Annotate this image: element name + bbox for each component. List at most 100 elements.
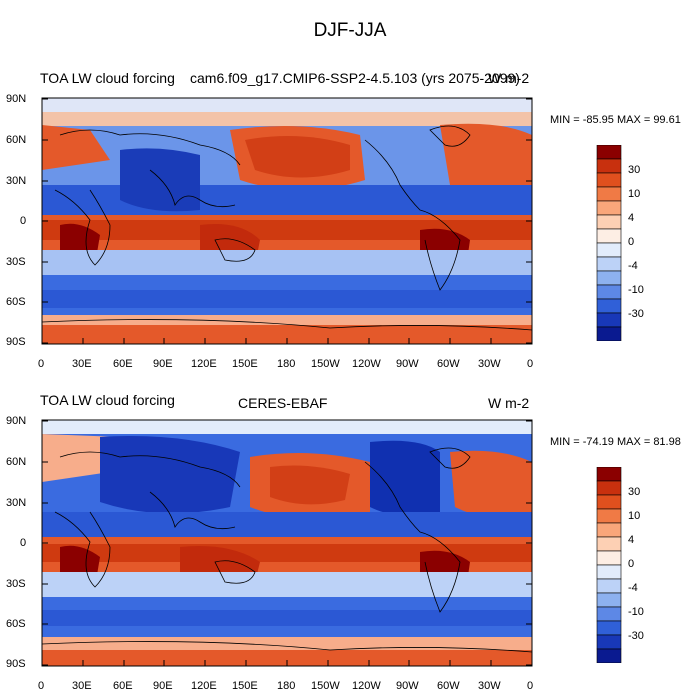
p1-lon-90e: 90E (153, 358, 173, 370)
p2-cb-10: 10 (628, 510, 641, 522)
p2-lon-120e: 120E (191, 680, 217, 692)
p1-lon-0: 0 (38, 358, 45, 370)
p2-cb-neg30: -30 (628, 630, 644, 642)
p2-cb-neg4: -4 (628, 582, 638, 594)
panel2-center-title: CERES-EBAF (238, 395, 328, 411)
p1-lat-60n: 60N (6, 134, 27, 146)
colorbar-swatch (596, 592, 622, 608)
colorbar-swatch (596, 256, 622, 272)
p1-lon-60w: 60W (437, 358, 460, 370)
panel2-left-title: TOA LW cloud forcing (40, 392, 175, 408)
p2-lat-60n: 60N (6, 456, 27, 468)
p1-cb-4: 4 (628, 212, 635, 224)
p2-cb-neg10: -10 (628, 606, 644, 618)
p1-cb-0: 0 (628, 236, 635, 248)
p1-lon-150e: 150E (232, 358, 258, 370)
p1-lat-90s: 90S (6, 336, 26, 348)
panel2-field (42, 420, 532, 666)
colorbar-swatch (596, 606, 622, 622)
colorbar-swatch (596, 564, 622, 580)
panel2-lon-ticks (41, 660, 533, 666)
colorbar-swatch (596, 550, 622, 566)
p1-lon-0-end: 0 (527, 358, 534, 370)
panel1-minmax: MIN = -85.95 MAX = 99.61 (550, 114, 681, 126)
p2-cb-30: 30 (628, 486, 641, 498)
colorbar-swatch (596, 634, 622, 650)
p1-cb-30: 30 (628, 164, 641, 176)
p1-lon-120w: 120W (352, 358, 381, 370)
panel1-left-title: TOA LW cloud forcing (40, 70, 175, 86)
p1-lon-120e: 120E (191, 358, 217, 370)
colorbar-swatch (596, 145, 622, 160)
panel2-lat-ticks (42, 420, 532, 666)
colorbar-swatch (596, 158, 622, 174)
panel1-map (41, 97, 533, 345)
p2-lat-90s: 90S (6, 658, 26, 670)
p1-cb-neg10: -10 (628, 284, 644, 296)
p2-lon-150e: 150E (232, 680, 258, 692)
p2-lat-90n: 90N (6, 415, 27, 427)
panel1-colorbar (596, 145, 622, 341)
p2-lon-180: 180 (277, 680, 296, 692)
p2-lat-60s: 60S (6, 618, 26, 630)
colorbar-swatch (596, 242, 622, 258)
colorbar-swatch (596, 298, 622, 314)
p2-lon-60e: 60E (113, 680, 133, 692)
panel2-map (41, 419, 533, 667)
p1-cb-neg30: -30 (628, 308, 644, 320)
p1-lon-30e: 30E (72, 358, 92, 370)
colorbar-swatch (596, 214, 622, 230)
p1-lon-150w: 150W (311, 358, 340, 370)
panel1-units: W m-2 (488, 70, 530, 86)
figure-title: DJF-JJA (313, 20, 387, 41)
colorbar-swatch (596, 536, 622, 552)
p1-lat-0: 0 (20, 215, 27, 227)
p2-lon-60w: 60W (437, 680, 460, 692)
p1-cb-neg4: -4 (628, 260, 638, 272)
p1-lat-90n: 90N (6, 93, 27, 105)
colorbar-swatch (596, 578, 622, 594)
colorbar-swatch (596, 172, 622, 188)
panel1-colorbar-swatches (596, 145, 622, 341)
p2-lon-90w: 90W (396, 680, 419, 692)
p1-cb-10: 10 (628, 188, 641, 200)
p2-lon-0-end: 0 (527, 680, 534, 692)
colorbar-swatch (596, 494, 622, 510)
panel2-colorbar-swatches (596, 467, 622, 663)
colorbar-swatch (596, 200, 622, 216)
p2-lon-0: 0 (38, 680, 45, 692)
panel1-center-title: cam6.f09_g17.CMIP6-SSP2-4.5.103 (yrs 207… (190, 70, 520, 86)
colorbar-swatch (596, 284, 622, 300)
colorbar-swatch (596, 522, 622, 538)
panel2-units: W m-2 (488, 395, 530, 411)
colorbar-swatch (596, 620, 622, 636)
colorbar-swatch (596, 508, 622, 524)
p2-lat-30n: 30N (6, 497, 27, 509)
p1-lon-60e: 60E (113, 358, 133, 370)
colorbar-swatch (596, 480, 622, 496)
p2-lon-30e: 30E (72, 680, 92, 692)
p1-lon-180: 180 (277, 358, 296, 370)
p2-lat-0: 0 (20, 537, 27, 549)
p1-lon-30w: 30W (478, 358, 501, 370)
colorbar-swatch (596, 326, 622, 341)
p1-lon-90w: 90W (396, 358, 419, 370)
colorbar-swatch (596, 228, 622, 244)
p2-lon-120w: 120W (352, 680, 381, 692)
panel1-field (42, 98, 532, 344)
panel1-lon-ticks (41, 338, 533, 344)
p2-cb-4: 4 (628, 534, 635, 546)
panel2-colorbar (596, 467, 622, 663)
panel2-minmax: MIN = -74.19 MAX = 81.98 (550, 436, 681, 448)
colorbar-swatch (596, 270, 622, 286)
colorbar-swatch (596, 186, 622, 202)
p2-lon-90e: 90E (153, 680, 173, 692)
p1-lat-30s: 30S (6, 256, 26, 268)
p1-lat-60s: 60S (6, 296, 26, 308)
p2-cb-0: 0 (628, 558, 635, 570)
p1-lat-30n: 30N (6, 175, 27, 187)
colorbar-swatch (596, 648, 622, 663)
panel1-lat-ticks (42, 98, 532, 344)
p2-lat-30s: 30S (6, 578, 26, 590)
colorbar-swatch (596, 312, 622, 328)
